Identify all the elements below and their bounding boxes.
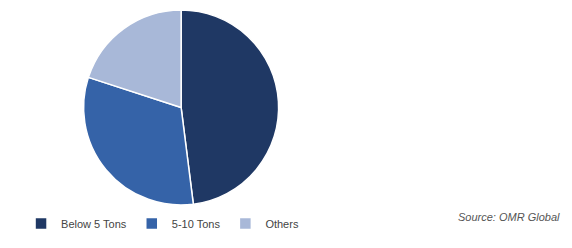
svg-text:Others: Others bbox=[265, 218, 299, 230]
svg-text:Below 5 Tons: Below 5 Tons bbox=[61, 218, 127, 230]
svg-text:5-10 Tons: 5-10 Tons bbox=[172, 218, 221, 230]
svg-text:Source: OMR Global: Source: OMR Global bbox=[458, 211, 560, 223]
